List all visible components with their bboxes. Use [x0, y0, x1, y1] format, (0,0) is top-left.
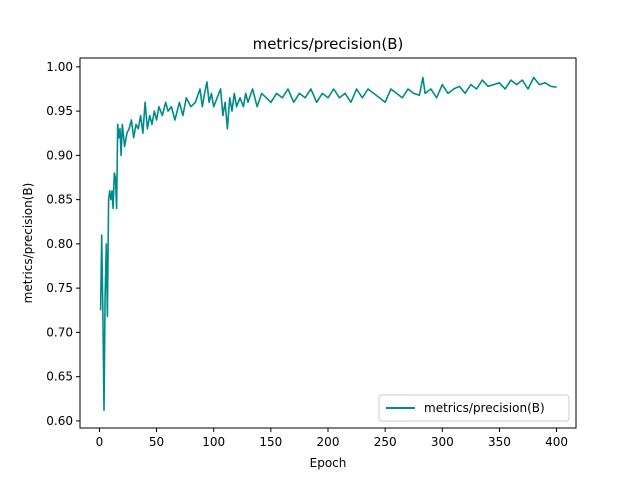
legend-label: metrics/precision(B) — [424, 401, 545, 415]
y-tick-label: 0.70 — [46, 325, 73, 339]
x-axis-label: Epoch — [310, 456, 347, 470]
y-axis: 0.60 0.65 0.70 0.75 0.80 0.85 0.90 0.95 1.00 — [46, 60, 80, 428]
y-tick-label: 0.65 — [46, 370, 73, 384]
chart-title: metrics/precision(B) — [253, 35, 404, 53]
x-tick-label: 150 — [259, 435, 282, 449]
legend: metrics/precision(B) — [378, 394, 570, 422]
y-tick-label: 0.80 — [46, 237, 73, 251]
x-tick-label: 350 — [488, 435, 511, 449]
y-tick-label: 0.75 — [46, 281, 73, 295]
y-axis-label: metrics/precision(B) — [21, 183, 35, 304]
series-line-0 — [99, 76, 557, 412]
y-tick-label: 0.90 — [46, 148, 73, 162]
x-axis: 0 50 100 150 200 250 300 350 400 — [96, 428, 568, 449]
x-tick-label: 0 — [96, 435, 104, 449]
x-tick-label: 100 — [202, 435, 225, 449]
y-tick-label: 0.95 — [46, 104, 73, 118]
legend-box — [378, 394, 570, 422]
x-tick-label: 300 — [431, 435, 454, 449]
x-tick-label: 50 — [149, 435, 164, 449]
y-tick-label: 0.60 — [46, 414, 73, 428]
y-tick-label: 1.00 — [46, 60, 73, 74]
x-tick-label: 250 — [374, 435, 397, 449]
x-tick-label: 400 — [545, 435, 568, 449]
series-layer — [99, 76, 557, 412]
y-tick-label: 0.85 — [46, 193, 73, 207]
x-tick-label: 200 — [317, 435, 340, 449]
